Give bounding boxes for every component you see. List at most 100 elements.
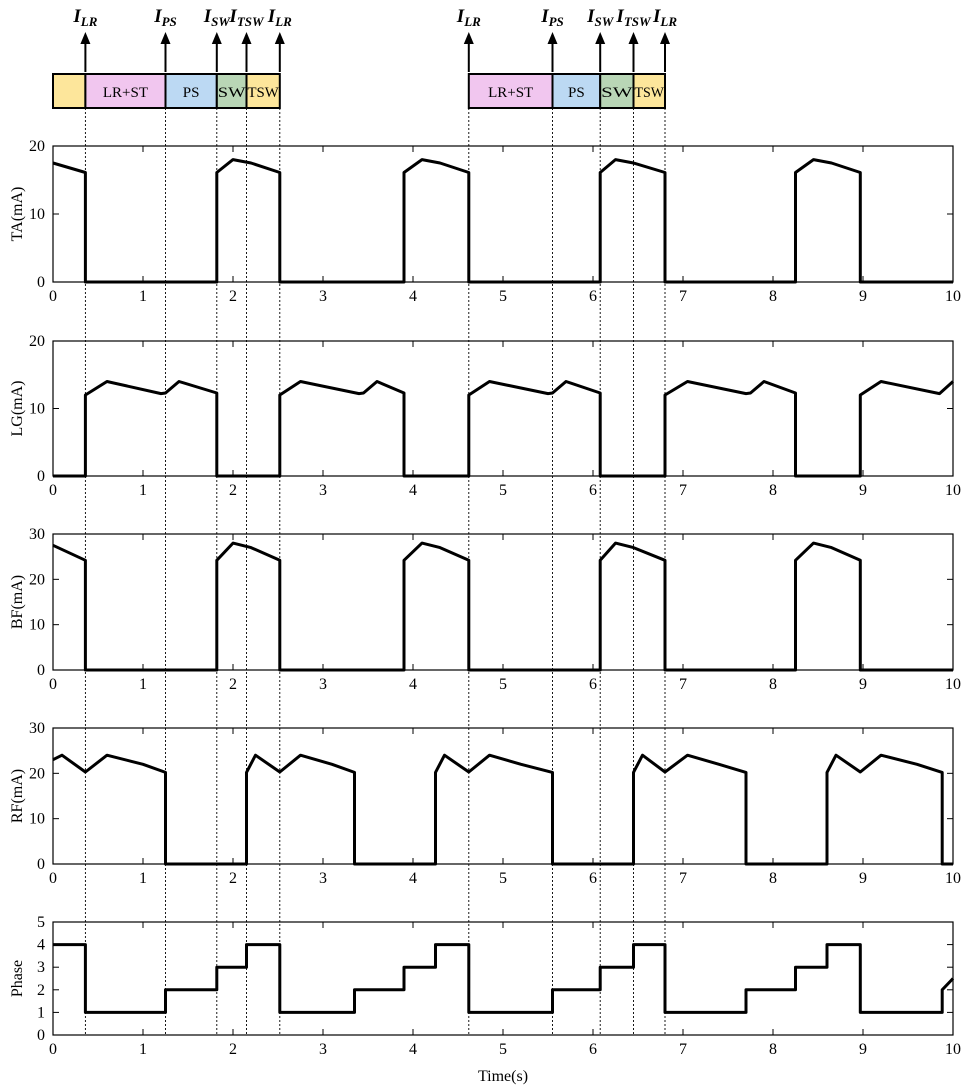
x-tick-label: 0 bbox=[49, 482, 57, 499]
event-arrowhead bbox=[595, 32, 606, 44]
x-tick-label: 10 bbox=[945, 482, 961, 499]
x-tick-label: 1 bbox=[139, 1041, 147, 1058]
x-tick-label: 8 bbox=[769, 676, 777, 693]
event-arrowhead bbox=[628, 32, 639, 44]
event-arrowhead bbox=[463, 32, 474, 44]
y-tick-label: 5 bbox=[37, 914, 45, 931]
plot-frame bbox=[52, 921, 954, 1036]
x-tick-label: 2 bbox=[229, 870, 237, 887]
phase-segment bbox=[164, 73, 218, 109]
y-tick-label: 1 bbox=[37, 1004, 45, 1021]
event-arrowhead bbox=[160, 32, 171, 44]
x-tick-label: 9 bbox=[859, 482, 867, 499]
plot-frame bbox=[52, 145, 954, 283]
event-markers: ILR IPS ISW ITSW ILR ILR IPS ISW ITSW ILR bbox=[72, 6, 677, 72]
x-tick-label: 0 bbox=[49, 1041, 57, 1058]
y-axis-label: RF(mA) bbox=[9, 769, 26, 823]
event-lines bbox=[84, 108, 666, 1035]
event-arrowhead bbox=[547, 32, 558, 44]
series-line bbox=[53, 943, 955, 1014]
x-tick-label: 9 bbox=[859, 288, 867, 305]
x-tick-label: 6 bbox=[589, 1041, 597, 1058]
y-tick-label: 20 bbox=[29, 765, 45, 782]
x-tick-label: 3 bbox=[319, 676, 327, 693]
event-arrowhead bbox=[274, 32, 285, 44]
y-tick-label: 10 bbox=[29, 617, 45, 634]
x-tick-label: 10 bbox=[945, 288, 961, 305]
x-tick-label: 4 bbox=[409, 1041, 417, 1058]
x-tick-label: 8 bbox=[769, 482, 777, 499]
y-tick-label: 2 bbox=[37, 982, 45, 999]
y-tick-label: 30 bbox=[29, 526, 45, 543]
y-tick-label: 30 bbox=[29, 720, 45, 737]
event-label-ps: IPS bbox=[153, 6, 177, 29]
y-axis-label: TA(mA) bbox=[9, 187, 26, 242]
x-tick-label: 5 bbox=[499, 288, 507, 305]
y-axis-label: BF(mA) bbox=[9, 575, 26, 629]
x-tick-label: 1 bbox=[139, 870, 147, 887]
x-tick-label: 2 bbox=[229, 676, 237, 693]
phase-segment bbox=[467, 73, 554, 109]
x-tick-label: 6 bbox=[589, 288, 597, 305]
x-tick-label: 8 bbox=[769, 1041, 777, 1058]
panel-4: 0 1 2 3 4 5 6 7 8 9 10 0 1 2 3 4 5 Phase bbox=[9, 914, 961, 1058]
y-axis-label: Phase bbox=[9, 960, 26, 997]
event-label-lr: ILR bbox=[456, 6, 481, 29]
event-arrowhead bbox=[80, 32, 91, 44]
event-arrowhead bbox=[211, 32, 222, 44]
event-label-sw: ISW bbox=[586, 6, 615, 29]
phase-segment bbox=[632, 73, 666, 109]
x-tick-label: 3 bbox=[319, 288, 327, 305]
x-tick-label: 10 bbox=[945, 870, 961, 887]
phase-segment bbox=[599, 73, 635, 109]
x-tick-label: 10 bbox=[945, 1041, 961, 1058]
plot-frame bbox=[52, 727, 954, 865]
event-label-lr: ILR bbox=[72, 6, 97, 29]
y-axis-label: LG(mA) bbox=[9, 381, 26, 437]
x-tick-label: 7 bbox=[679, 288, 687, 305]
x-tick-label: 4 bbox=[409, 482, 417, 499]
x-tick-label: 9 bbox=[859, 870, 867, 887]
event-label-lr: ILR bbox=[652, 6, 677, 29]
event-label-ps: IPS bbox=[540, 6, 564, 29]
x-tick-label: 2 bbox=[229, 1041, 237, 1058]
x-tick-label: 2 bbox=[229, 482, 237, 499]
event-label-lr: ILR bbox=[267, 6, 292, 29]
x-tick-label: 7 bbox=[679, 482, 687, 499]
x-tick-label: 0 bbox=[49, 676, 57, 693]
x-tick-label: 0 bbox=[49, 288, 57, 305]
x-tick-label: 0 bbox=[49, 870, 57, 887]
x-tick-label: 7 bbox=[679, 1041, 687, 1058]
phase-segment-label: TSW bbox=[635, 85, 665, 101]
x-tick-label: 7 bbox=[679, 870, 687, 887]
series-line bbox=[52, 158, 953, 284]
x-tick-label: 3 bbox=[319, 1041, 327, 1058]
panel-1: 0 1 2 3 4 5 6 7 8 9 10 0 10 20 LG(mA) bbox=[9, 333, 961, 499]
x-tick-label: 5 bbox=[499, 482, 507, 499]
y-tick-label: 10 bbox=[29, 401, 45, 418]
event-label-sw: ISW bbox=[203, 6, 232, 29]
y-tick-label: 4 bbox=[37, 937, 45, 954]
phase-segment bbox=[52, 73, 87, 109]
event-arrowhead bbox=[660, 32, 670, 44]
phase-segment bbox=[215, 73, 248, 109]
phase-segment bbox=[245, 73, 281, 109]
event-label-tsw: ITSW bbox=[228, 6, 265, 29]
y-tick-label: 10 bbox=[29, 811, 45, 828]
x-tick-label: 2 bbox=[229, 288, 237, 305]
y-tick-label: 0 bbox=[37, 1027, 45, 1044]
x-tick-label: 1 bbox=[139, 482, 147, 499]
x-tick-label: 8 bbox=[769, 870, 777, 887]
panel-2: 0 1 2 3 4 5 6 7 8 9 10 0 10 20 30 BF(mA) bbox=[9, 526, 961, 693]
x-tick-label: 6 bbox=[589, 676, 597, 693]
phase-bars: LR+ST PS SW TSW LR+ST PS SW TSW bbox=[52, 73, 666, 109]
y-tick-label: 20 bbox=[29, 333, 45, 350]
x-tick-label: 7 bbox=[679, 676, 687, 693]
phase-segment-label: SW bbox=[601, 85, 633, 101]
phase-segment-label: SW bbox=[218, 85, 247, 101]
x-tick-label: 4 bbox=[409, 288, 417, 305]
phase-segment-label: LR+ST bbox=[488, 85, 533, 101]
x-tick-label: 8 bbox=[769, 288, 777, 305]
